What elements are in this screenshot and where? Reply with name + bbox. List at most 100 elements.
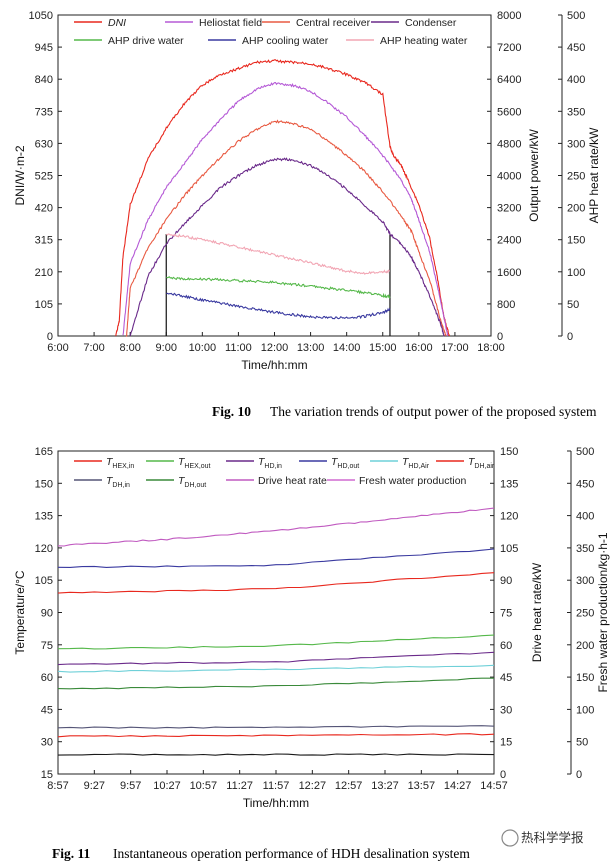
y-left-tick-label: 0 [47, 331, 53, 343]
series-line-5 [166, 292, 391, 320]
series-line-3 [129, 157, 445, 337]
y-right2-axis-label: Fresh water production/kg·h-1 [596, 532, 610, 692]
y-left-tick-label: 945 [35, 42, 53, 54]
series-line-0 [115, 59, 451, 337]
y-right2-tick-label: 150 [576, 672, 594, 684]
legend-label: AHP cooling water [242, 35, 329, 47]
y-right2-tick-label: 0 [576, 769, 582, 781]
fig11-caption: Instantaneous operation performance of H… [113, 846, 470, 861]
y-left-tick-label: 840 [35, 74, 53, 86]
y-right2-tick-label: 400 [567, 74, 585, 86]
legend-label: Drive heat rate [258, 475, 327, 487]
y-right2-tick-label: 300 [567, 138, 585, 150]
y-right2-tick-label: 350 [567, 106, 585, 118]
x-tick-label: 14:27 [444, 780, 472, 792]
y-left-tick-label: 210 [35, 267, 53, 279]
wechat-icon [501, 829, 519, 847]
y-right1-tick-label: 5600 [497, 106, 521, 118]
y-right1-tick-label: 60 [500, 640, 512, 652]
y-right1-tick-label: 105 [500, 543, 518, 555]
x-axis-label: Time/hh:mm [241, 358, 307, 372]
series-line-2 [126, 119, 447, 337]
series-line-2 [57, 651, 495, 666]
legend-label: TDH,in [106, 475, 130, 489]
y-right1-tick-label: 15 [500, 737, 512, 749]
y-left-tick-label: 525 [35, 171, 53, 183]
y-right2-tick-label: 0 [567, 331, 573, 343]
y-right2-tick-label: 450 [576, 478, 594, 490]
y-right1-tick-label: 8000 [497, 10, 521, 22]
y-right2-tick-label: 200 [576, 640, 594, 652]
y-right1-tick-label: 3200 [497, 203, 521, 215]
y-left-tick-label: 1050 [29, 10, 53, 22]
y-right1-axis-label: Drive heat rate/kW [530, 562, 544, 662]
y-right2-tick-label: 300 [576, 575, 594, 587]
y-left-tick-label: 120 [35, 543, 53, 555]
x-tick-label: 14:57 [480, 780, 508, 792]
y-left-tick-label: 135 [35, 511, 53, 523]
x-tick-label: 12:00 [261, 342, 289, 354]
series-line-3 [57, 548, 495, 568]
legend-label: AHP heating water [380, 35, 468, 47]
y-left-tick-label: 30 [41, 737, 53, 749]
y-right2-tick-label: 50 [576, 737, 588, 749]
x-tick-label: 18:00 [477, 342, 505, 354]
x-tick-label: 14:00 [333, 342, 361, 354]
y-right1-tick-label: 6400 [497, 74, 521, 86]
legend-label: DNI [108, 17, 126, 29]
y-right2-tick-label: 50 [567, 299, 579, 311]
series-line-0 [57, 572, 495, 594]
y-right2-tick-label: 500 [567, 10, 585, 22]
series-line-4 [165, 276, 391, 300]
y-right2-tick-label: 400 [576, 511, 594, 523]
y-right1-tick-label: 7200 [497, 42, 521, 54]
y-right1-tick-label: 30 [500, 704, 512, 716]
x-tick-label: 7:00 [83, 342, 104, 354]
y-left-tick-label: 630 [35, 138, 53, 150]
y-right1-tick-label: 4800 [497, 138, 521, 150]
y-left-tick-label: 105 [35, 575, 53, 587]
legend-label: THEX,in [106, 456, 134, 470]
y-right2-tick-label: 250 [567, 171, 585, 183]
x-tick-label: 15:00 [369, 342, 397, 354]
y-left-tick-label: 150 [35, 478, 53, 490]
chart-fig10: 6:00 7:00 8:00 9:00 10:00 11:00 12:00 13:00 14:0… [13, 10, 601, 372]
legend-label: THEX,out [178, 456, 211, 470]
series-line-8 [57, 753, 495, 756]
legend-label: TDH,out [178, 475, 206, 489]
x-tick-label: 10:00 [189, 342, 217, 354]
y-right2-tick-label: 100 [567, 267, 585, 279]
y-left-tick-label: 75 [41, 640, 53, 652]
y-right2-tick-label: 350 [576, 543, 594, 555]
x-tick-label: 9:27 [84, 780, 105, 792]
x-tick-label: 13:27 [371, 780, 399, 792]
y-right2-tick-label: 250 [576, 608, 594, 620]
x-tick-label: 9:57 [120, 780, 141, 792]
legend-label: THD,in [258, 456, 282, 470]
y-left-tick-label: 60 [41, 672, 53, 684]
chart-fig11: 8:57 9:27 9:57 10:27 10:57 11:27 11:57 12:27 12:… [13, 446, 610, 810]
y-right2-tick-label: 450 [567, 42, 585, 54]
legend-label: Condenser [405, 17, 457, 29]
watermark-text: 热科学学报 [521, 830, 584, 845]
x-tick-label: 6:00 [47, 342, 68, 354]
series-line-7 [57, 677, 494, 690]
y-right1-tick-label: 120 [500, 511, 518, 523]
x-tick-label: 11:00 [225, 342, 252, 354]
x-tick-label: 8:57 [47, 780, 68, 792]
x-tick-label: 9:00 [156, 342, 177, 354]
series-line-1 [122, 82, 449, 337]
x-tick-label: 12:27 [299, 780, 327, 792]
legend-fig10: DNI Heliostat field Central receiver Conden… [74, 17, 468, 47]
y-right1-tick-label: 45 [500, 672, 512, 684]
watermark: 热科学学报 [501, 829, 584, 847]
y-right1-tick-label: 2400 [497, 235, 521, 247]
y-right2-tick-label: 500 [576, 446, 594, 458]
y-left-tick-label: 420 [35, 203, 53, 215]
y-right2-tick-label: 200 [567, 203, 585, 215]
fig10-caption: The variation trends of output power of … [270, 404, 597, 419]
y-right2-tick-label: 100 [576, 704, 594, 716]
y-left-axis-label: Temperature/°C [13, 570, 27, 654]
series-line-1 [57, 634, 495, 650]
y-right2-tick-label: 150 [567, 235, 585, 247]
